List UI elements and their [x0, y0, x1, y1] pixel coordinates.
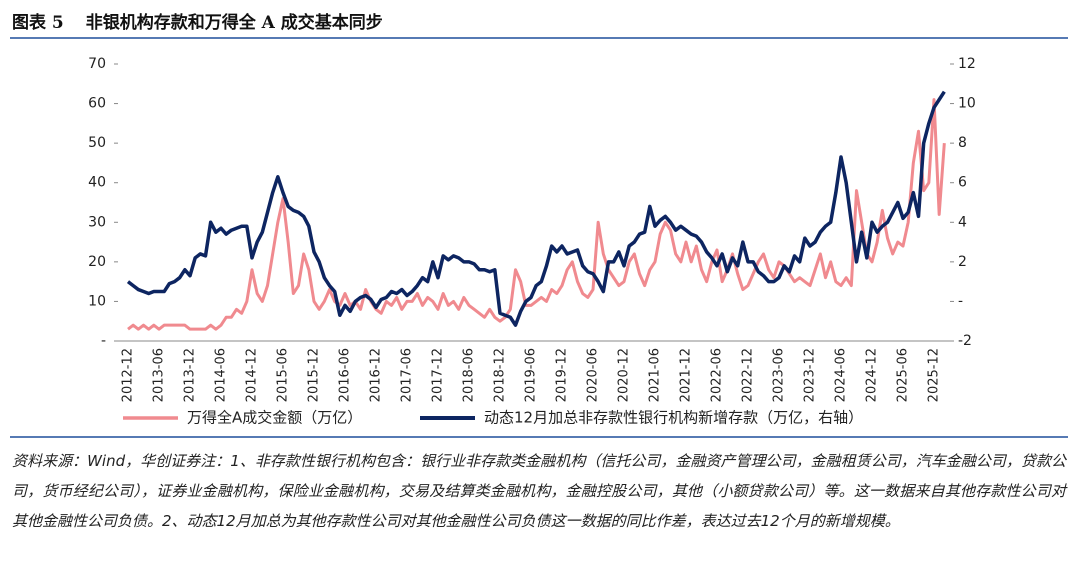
x-tick-label: 2023-06	[772, 348, 787, 402]
y2-tick-label: 6	[958, 175, 967, 191]
series-line	[127, 98, 946, 331]
y2-tick-label: 4	[958, 214, 967, 230]
y2-tick-label: -	[958, 293, 963, 309]
x-tick-label: 2023-12	[803, 348, 818, 402]
x-tick-label: 2025-12	[927, 348, 942, 402]
x-tick-label: 2024-12	[865, 348, 880, 402]
x-tick-label: 2024-06	[834, 348, 849, 402]
x-tick-label: 2020-12	[617, 348, 632, 402]
x-tick-label: 2015-12	[307, 348, 322, 402]
y2-tick-label: 10	[958, 96, 976, 112]
x-tick-label: 2022-12	[741, 348, 756, 402]
x-tick-label: 2013-12	[183, 348, 198, 402]
x-tick-label: 2018-06	[462, 348, 477, 402]
x-tick-label: 2018-12	[493, 348, 508, 402]
x-tick-label: 2022-06	[710, 348, 725, 402]
x-tick-label: 2014-06	[214, 348, 229, 402]
header: 图表 5 非银机构存款和万得全 A 成交基本同步	[12, 8, 405, 33]
y-tick-label: 60	[88, 96, 106, 112]
legend-label: 动态12月加总非存款性银行机构新增存款（万亿，右轴）	[484, 409, 863, 427]
y-tick-label: -	[101, 333, 106, 349]
x-tick-label: 2015-06	[276, 348, 291, 402]
y-tick-label: 70	[88, 56, 106, 72]
x-tick-label: 2019-12	[555, 348, 570, 402]
x-tick-label: 2021-12	[679, 348, 694, 402]
y2-tick-label: 8	[958, 135, 967, 151]
y2-tick-label: 12	[958, 56, 976, 72]
y2-tick-label: -2	[958, 333, 972, 349]
x-tick-label: 2014-12	[245, 348, 260, 402]
legend-label: 万得全A成交金额（万亿）	[187, 409, 362, 427]
y-tick-label: 50	[88, 135, 106, 151]
series-line	[126, 90, 946, 327]
x-tick-label: 2016-06	[338, 348, 353, 402]
y-tick-label: 20	[88, 254, 106, 270]
figure-label: 图表 5	[12, 13, 64, 33]
x-tick-label: 2025-06	[896, 348, 911, 402]
x-tick-label: 2020-06	[586, 348, 601, 402]
y-tick-label: 30	[88, 214, 106, 230]
x-tick-label: 2012-12	[121, 348, 136, 402]
x-tick-label: 2021-06	[648, 348, 663, 402]
y-tick-label: 10	[88, 293, 106, 309]
y-tick-label: 40	[88, 175, 106, 191]
x-tick-label: 2019-06	[524, 348, 539, 402]
chart-title: 非银机构存款和万得全 A 成交基本同步	[85, 13, 383, 33]
x-tick-label: 2017-06	[400, 348, 415, 402]
x-tick-label: 2013-06	[152, 348, 167, 402]
x-tick-label: 2017-12	[431, 348, 446, 402]
y2-tick-label: 2	[958, 254, 967, 270]
x-tick-label: 2016-12	[369, 348, 384, 402]
source-note: 资料来源：Wind，华创证券注：1、非存款性银行机构包含：银行业非存款类金融机构…	[12, 452, 1066, 530]
